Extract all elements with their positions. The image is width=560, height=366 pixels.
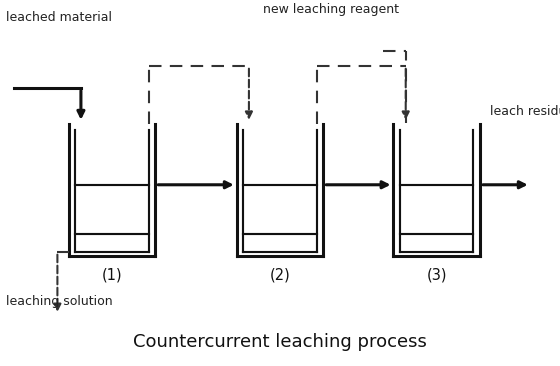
Text: Countercurrent leaching process: Countercurrent leaching process <box>133 333 427 351</box>
Text: leach residue: leach residue <box>490 105 560 118</box>
Text: leaching solution: leaching solution <box>6 295 112 309</box>
Text: (2): (2) <box>269 267 291 282</box>
Text: leached material: leached material <box>6 11 111 24</box>
Text: (1): (1) <box>102 267 122 282</box>
Text: new leaching reagent: new leaching reagent <box>263 3 399 16</box>
Text: (3): (3) <box>427 267 447 282</box>
